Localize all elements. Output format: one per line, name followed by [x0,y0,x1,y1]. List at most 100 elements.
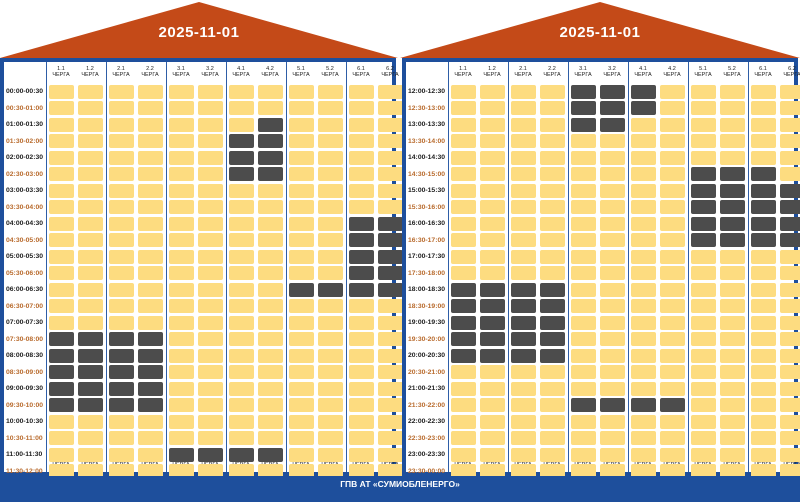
outage-cell [631,84,656,99]
power-cell [780,348,800,363]
time-slot-label: 10:30-11:00 [6,434,43,442]
group-divider [226,62,227,472]
power-cell [600,183,625,198]
power-cell [318,398,343,412]
power-cell [751,348,776,363]
power-cell [780,398,800,412]
queue-header: 2.1 ЧЕРГА [509,66,537,78]
power-cell [751,282,776,297]
power-cell [78,249,103,264]
power-cell [720,381,745,396]
group-divider [106,62,107,472]
power-cell [600,299,625,313]
power-cell [198,200,223,214]
power-cell [660,282,685,297]
power-cell [600,134,625,148]
outage-cell [691,183,716,198]
power-cell [258,348,283,363]
power-cell [229,249,254,264]
outage-cell [480,315,505,330]
power-cell [169,216,194,231]
time-slot-label: 01:30-02:00 [6,137,44,145]
power-cell [660,414,685,429]
power-cell [349,84,374,99]
power-cell [78,266,103,280]
power-cell [198,332,223,346]
power-cell [780,134,800,148]
outage-cell [780,200,800,214]
power-cell [480,249,505,264]
power-cell [138,134,163,148]
queue-header: 1.2 ЧЕРГА [478,66,506,78]
power-cell [349,150,374,165]
time-slot-label: 03:30-04:00 [6,203,44,211]
power-cell [109,249,134,264]
power-cell [571,216,596,231]
power-cell [169,332,194,346]
power-cell [540,414,565,429]
power-cell [198,348,223,363]
power-cell [571,167,596,181]
power-cell [540,183,565,198]
outage-cell [109,332,134,346]
power-cell [138,249,163,264]
power-cell [229,183,254,198]
time-slot-label: 00:00-00:30 [6,88,44,95]
power-cell [109,233,134,247]
power-cell [720,315,745,330]
power-cell [318,233,343,247]
power-cell [480,101,505,115]
outage-cell [49,348,74,363]
footer-text: ГПВ АТ «СУМИОБЛЕНЕРГО» [340,479,460,489]
power-cell [349,447,374,462]
power-cell [318,249,343,264]
time-slot-label: 20:00-20:30 [408,352,446,359]
power-cell [631,167,656,181]
power-cell [198,150,223,165]
group-divider [748,62,749,472]
power-cell [258,249,283,264]
power-cell [660,299,685,313]
power-cell [229,84,254,99]
power-cell [318,464,343,478]
outage-cell [451,332,476,346]
power-cell [751,84,776,99]
power-cell [229,414,254,429]
power-cell [631,117,656,132]
outage-cell [691,233,716,247]
power-cell [49,266,74,280]
queue-number: 2.2 [146,66,154,72]
power-cell [480,266,505,280]
power-cell [511,167,536,181]
queue-word: ЧЕРГА [454,72,472,78]
power-cell [780,447,800,462]
power-cell [78,150,103,165]
queue-header: 5.1 ЧЕРГА [689,66,717,78]
power-cell [780,282,800,297]
power-cell [198,398,223,412]
queue-header: 4.1 ЧЕРГА [629,66,657,78]
power-cell [631,183,656,198]
power-cell [109,431,134,445]
power-cell [631,414,656,429]
outage-cell [49,398,74,412]
power-cell [660,315,685,330]
outage-cell [480,282,505,297]
power-cell [49,84,74,99]
power-cell [49,282,74,297]
power-cell [511,249,536,264]
power-cell [229,282,254,297]
time-slot-label: 11:30-12:00 [6,467,43,475]
power-cell [540,84,565,99]
power-cell [780,101,800,115]
power-cell [289,414,314,429]
power-cell [318,266,343,280]
power-cell [229,216,254,231]
power-cell [631,233,656,247]
power-cell [451,365,476,379]
power-cell [720,134,745,148]
power-cell [660,447,685,462]
queue-header: 3.1 ЧЕРГА [167,66,195,78]
outage-cell [691,167,716,181]
power-cell [258,414,283,429]
